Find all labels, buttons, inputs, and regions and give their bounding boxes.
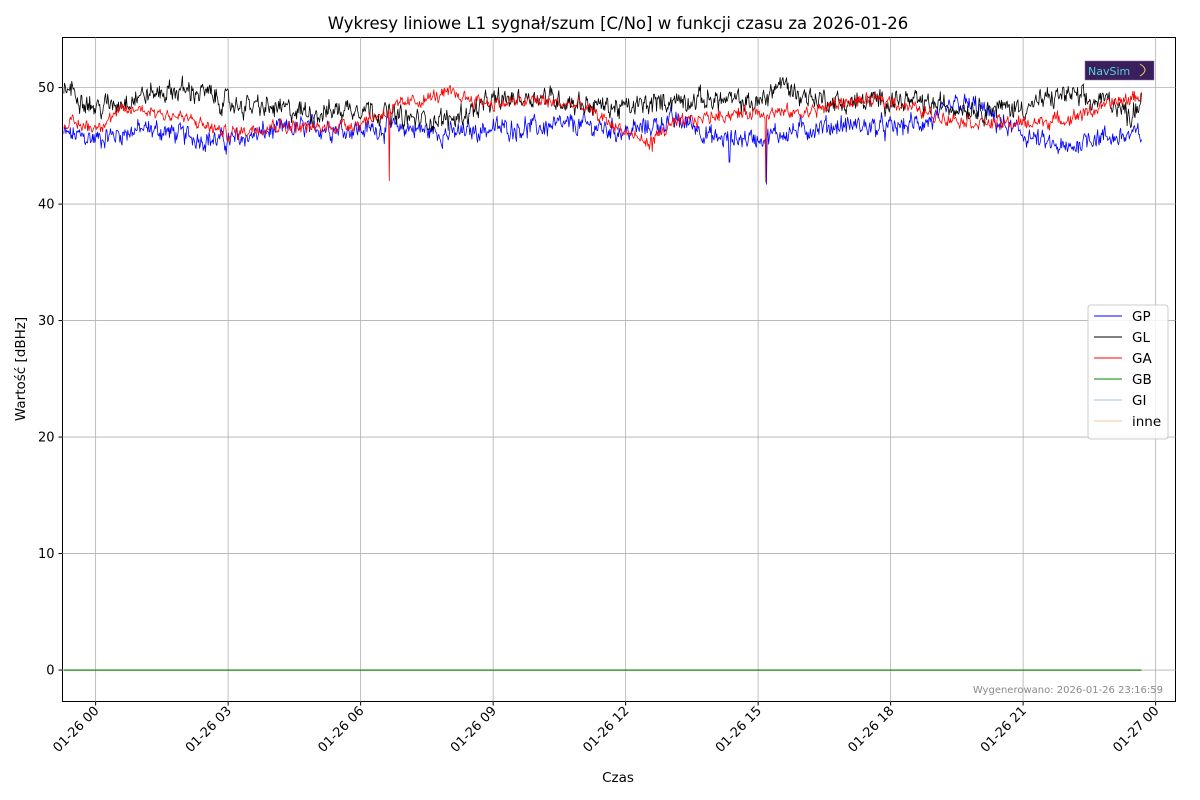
legend-label-gi: GI	[1132, 393, 1146, 409]
chart-title: Wykresy liniowe L1 sygnał/szum [C/No] w …	[328, 14, 909, 33]
series-lines	[63, 75, 1142, 671]
x-tick-label: 01-26 21	[978, 704, 1030, 756]
generated-timestamp: Wygenerowano: 2026-01-26 23:16:59	[973, 685, 1163, 696]
logo-text: NavSim	[1088, 65, 1130, 78]
x-tick-label: 01-26 18	[846, 704, 898, 756]
navsim-logo: NavSim	[1084, 60, 1155, 81]
x-axis-label: Czas	[602, 770, 634, 786]
series-line-ga	[63, 85, 1142, 183]
y-axis-ticks: 0 10 20 30 40 50	[38, 81, 63, 679]
y-axis-label: Wartość [dBHz]	[13, 317, 29, 421]
legend: GP GL GA GB GI inne	[1087, 304, 1169, 440]
x-tick-label: 01-26 00	[51, 704, 103, 756]
grid-lines	[62, 37, 1176, 702]
legend-label-gp: GP	[1132, 309, 1151, 325]
logo-swoosh	[1139, 63, 1146, 77]
series-line-gp	[63, 93, 1142, 185]
y-tick-label: 20	[38, 431, 55, 446]
legend-label-inne: inne	[1132, 414, 1161, 430]
y-tick-label: 10	[38, 547, 55, 562]
x-tick-label: 01-26 15	[713, 704, 765, 756]
x-tick-label: 01-26 03	[183, 704, 235, 756]
legend-label-gb: GB	[1132, 372, 1152, 388]
legend-box	[1087, 304, 1169, 440]
y-tick-label: 30	[38, 314, 55, 329]
x-tick-label: 01-27 00	[1111, 704, 1163, 756]
logo-background	[1084, 60, 1155, 81]
x-tick-label: 01-26 09	[448, 704, 500, 756]
series-line-gl	[63, 75, 1142, 133]
x-axis-ticks: 01-26 00 01-26 03 01-26 06 01-26 09 01-26 12…	[51, 701, 1163, 756]
y-tick-label: 0	[46, 664, 54, 679]
y-tick-label: 40	[38, 198, 55, 213]
legend-label-gl: GL	[1132, 330, 1150, 346]
plot-frame	[62, 37, 1176, 702]
legend-label-ga: GA	[1132, 351, 1152, 367]
x-tick-label: 01-26 06	[316, 704, 368, 756]
x-tick-label: 01-26 12	[581, 704, 633, 756]
y-tick-label: 50	[38, 81, 55, 96]
